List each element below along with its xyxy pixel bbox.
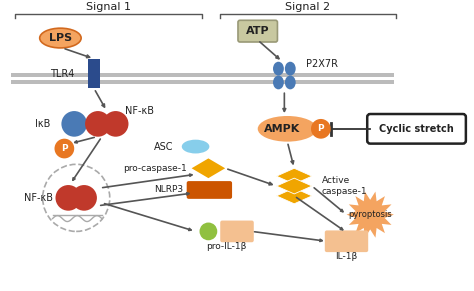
Ellipse shape [55,139,74,158]
Text: ASC: ASC [155,141,174,152]
Ellipse shape [103,111,128,137]
Text: TLR4: TLR4 [50,69,74,79]
Polygon shape [276,178,312,194]
Ellipse shape [71,185,97,211]
Text: P: P [61,144,68,153]
Ellipse shape [85,111,111,137]
Text: P: P [318,124,324,133]
Polygon shape [276,168,312,184]
FancyBboxPatch shape [187,181,232,199]
Text: pro-caspase-1: pro-caspase-1 [123,164,187,173]
Ellipse shape [273,62,284,76]
Bar [11,72,394,77]
Text: NF-κB: NF-κB [24,193,53,203]
Text: Active
caspase-1: Active caspase-1 [322,176,367,196]
FancyBboxPatch shape [325,230,368,252]
Text: pro-IL-1β: pro-IL-1β [206,242,246,251]
Text: Cyclic stretch: Cyclic stretch [379,124,454,134]
Ellipse shape [182,140,210,153]
Text: NLRP3: NLRP3 [155,185,184,194]
Text: LPS: LPS [49,33,72,43]
Ellipse shape [200,223,217,240]
Ellipse shape [62,111,87,137]
Polygon shape [191,158,225,178]
Ellipse shape [55,185,81,211]
Ellipse shape [258,116,317,142]
Ellipse shape [311,119,331,139]
Ellipse shape [40,28,81,48]
FancyBboxPatch shape [367,114,466,144]
Text: AMPK: AMPK [264,124,301,134]
FancyBboxPatch shape [220,221,254,242]
Text: IκB: IκB [35,119,51,129]
Polygon shape [346,191,394,238]
Text: IL-1β: IL-1β [336,252,357,260]
Bar [88,59,100,88]
Polygon shape [276,188,312,204]
Bar [11,81,394,84]
Text: ATP: ATP [246,26,270,36]
Ellipse shape [273,76,284,89]
Text: Signal 2: Signal 2 [285,2,330,13]
Text: pyroptosis: pyroptosis [348,210,392,219]
Text: Signal 1: Signal 1 [86,2,131,13]
Text: P2X7R: P2X7R [306,59,338,69]
Text: NF-κB: NF-κB [125,106,154,116]
Ellipse shape [285,76,296,89]
FancyBboxPatch shape [238,20,277,42]
Ellipse shape [285,62,296,76]
